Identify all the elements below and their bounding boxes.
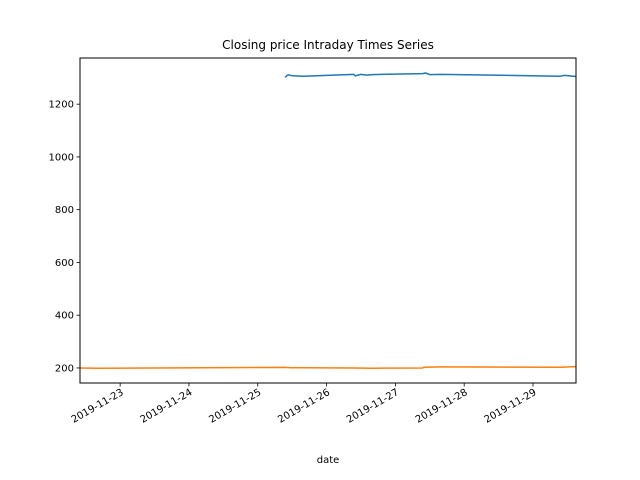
chart-title: Closing price Intraday Times Series (222, 38, 434, 52)
y-tick-label: 200 (55, 363, 74, 374)
y-tick-label: 600 (55, 258, 74, 269)
y-tick-label: 1000 (49, 152, 74, 163)
y-tick-label: 1200 (49, 100, 74, 111)
y-tick-label: 800 (55, 205, 74, 216)
y-axis: 200 400 600 800 1000 1200 (49, 100, 80, 374)
y-tick-label: 400 (55, 311, 74, 322)
series-line-1 (284, 72, 577, 78)
series-layer (79, 72, 577, 369)
series-line-2 (79, 365, 577, 369)
x-axis-label: date (317, 455, 340, 466)
plot-background (80, 58, 576, 383)
plot-frame (79, 57, 577, 384)
